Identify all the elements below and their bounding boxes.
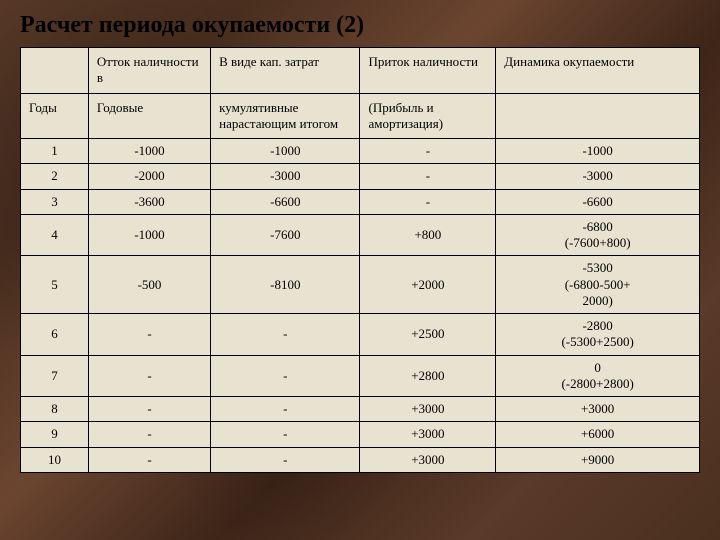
header-empty2 <box>496 93 700 139</box>
header-capex: В виде кап. затрат <box>211 48 360 94</box>
page-title: Расчет периода окупаемости (2) <box>20 12 700 39</box>
header-cumulative: кумулятивные нарастающим итогом <box>211 93 360 139</box>
cell-year: 10 <box>21 447 89 472</box>
cell-d: +9000 <box>496 447 700 472</box>
cell-c: - <box>360 189 496 214</box>
cell-b: -7600 <box>211 214 360 256</box>
payback-table: Отток наличности в В виде кап. затрат Пр… <box>20 47 700 473</box>
cell-a: - <box>88 314 210 356</box>
header-inflow: Приток наличности <box>360 48 496 94</box>
cell-d: -6600 <box>496 189 700 214</box>
table-row: 7--+28000(-2800+2800) <box>21 355 700 397</box>
table-row: 6--+2500-2800(-5300+2500) <box>21 314 700 356</box>
header-outflow: Отток наличности в <box>88 48 210 94</box>
cell-c: +3000 <box>360 397 496 422</box>
cell-c: +3000 <box>360 447 496 472</box>
cell-year: 9 <box>21 422 89 447</box>
cell-year: 8 <box>21 397 89 422</box>
cell-c: +2800 <box>360 355 496 397</box>
cell-a: - <box>88 422 210 447</box>
table-row: 4-1000-7600+800-6800(-7600+800) <box>21 214 700 256</box>
table-row: 2-2000-3000--3000 <box>21 164 700 189</box>
cell-year: 5 <box>21 256 89 314</box>
cell-d: +3000 <box>496 397 700 422</box>
cell-d: -3000 <box>496 164 700 189</box>
cell-b: - <box>211 355 360 397</box>
cell-c: +2000 <box>360 256 496 314</box>
cell-d: -6800(-7600+800) <box>496 214 700 256</box>
cell-d: -5300(-6800-500+2000) <box>496 256 700 314</box>
cell-d: -2800(-5300+2500) <box>496 314 700 356</box>
cell-b: -6600 <box>211 189 360 214</box>
table-row: 3-3600-6600--6600 <box>21 189 700 214</box>
cell-year: 3 <box>21 189 89 214</box>
cell-c: +800 <box>360 214 496 256</box>
cell-year: 4 <box>21 214 89 256</box>
cell-year: 2 <box>21 164 89 189</box>
cell-a: -1000 <box>88 139 210 164</box>
cell-a: -2000 <box>88 164 210 189</box>
cell-a: -1000 <box>88 214 210 256</box>
cell-b: -8100 <box>211 256 360 314</box>
cell-c: - <box>360 139 496 164</box>
table-row: 10--+3000+9000 <box>21 447 700 472</box>
cell-a: - <box>88 397 210 422</box>
cell-b: - <box>211 397 360 422</box>
cell-b: - <box>211 314 360 356</box>
cell-b: -3000 <box>211 164 360 189</box>
cell-a: - <box>88 355 210 397</box>
header-row-1: Отток наличности в В виде кап. затрат Пр… <box>21 48 700 94</box>
cell-year: 1 <box>21 139 89 164</box>
cell-b: - <box>211 422 360 447</box>
cell-c: - <box>360 164 496 189</box>
table-row: 1-1000-1000--1000 <box>21 139 700 164</box>
cell-a: - <box>88 447 210 472</box>
cell-year: 7 <box>21 355 89 397</box>
table-row: 9--+3000+6000 <box>21 422 700 447</box>
cell-c: +3000 <box>360 422 496 447</box>
header-empty <box>21 48 89 94</box>
cell-a: -500 <box>88 256 210 314</box>
cell-d: +6000 <box>496 422 700 447</box>
header-profit: (Прибыль и амортизация) <box>360 93 496 139</box>
header-annual: Годовые <box>88 93 210 139</box>
cell-b: -1000 <box>211 139 360 164</box>
cell-a: -3600 <box>88 189 210 214</box>
cell-year: 6 <box>21 314 89 356</box>
header-years: Годы <box>21 93 89 139</box>
table-row: 5-500-8100+2000-5300(-6800-500+2000) <box>21 256 700 314</box>
header-row-2: Годы Годовые кумулятивные нарастающим ит… <box>21 93 700 139</box>
cell-d: -1000 <box>496 139 700 164</box>
cell-c: +2500 <box>360 314 496 356</box>
header-dynamics: Динамика окупаемости <box>496 48 700 94</box>
cell-b: - <box>211 447 360 472</box>
table-body: 1-1000-1000--10002-2000-3000--30003-3600… <box>21 139 700 473</box>
cell-d: 0(-2800+2800) <box>496 355 700 397</box>
table-row: 8--+3000+3000 <box>21 397 700 422</box>
